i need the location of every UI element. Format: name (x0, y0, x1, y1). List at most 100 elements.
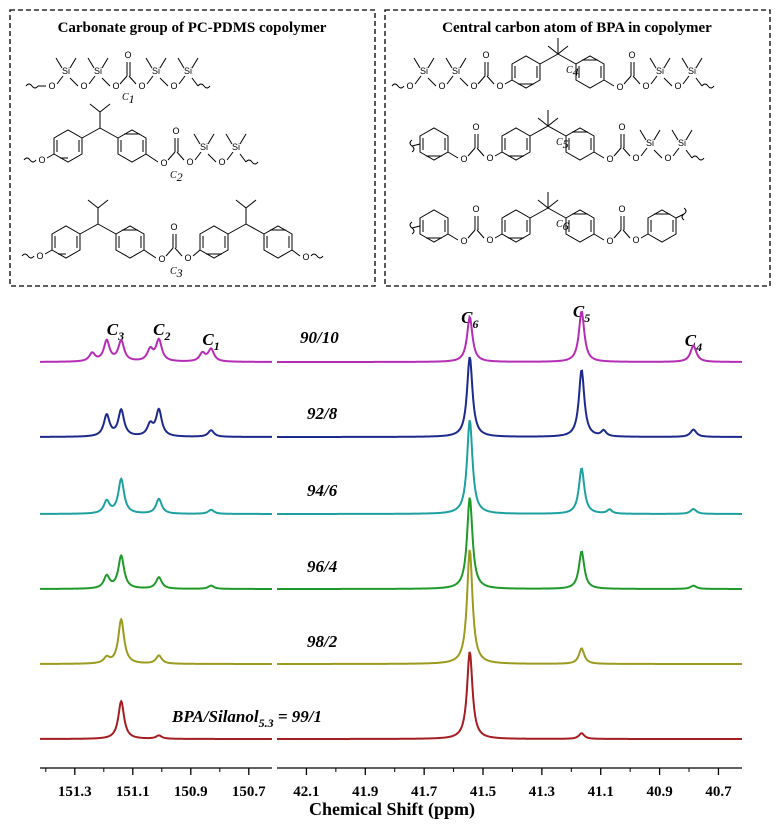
svg-text:O: O (664, 153, 671, 163)
structure-c6: O O O O O O C6 (409, 192, 687, 246)
svg-text:O: O (632, 235, 639, 245)
spectrum-1 (40, 356, 742, 438)
svg-text:O: O (138, 81, 145, 91)
svg-text:O: O (406, 81, 413, 91)
structure-c3: O O O O O C3 (21, 199, 324, 280)
tick-label-1-5: 41.1 (588, 784, 614, 800)
c2-label: C2 (170, 170, 183, 184)
peak-label-C2: C2 (153, 320, 170, 343)
svg-text:O: O (172, 126, 179, 136)
svg-text:Si: Si (678, 138, 686, 148)
peak-label-C4: C4 (685, 331, 702, 354)
tick-label-1-1: 41.9 (352, 784, 378, 800)
tick-label-1-6: 40.9 (646, 784, 672, 800)
tick-label-1-0: 42.1 (293, 784, 319, 800)
ratio-label-3: 96/4 (307, 557, 337, 576)
svg-text:O: O (472, 204, 479, 214)
spectrum-1-panel-1-line (277, 356, 742, 438)
svg-text:O: O (606, 154, 613, 164)
svg-text:O: O (460, 154, 467, 164)
structure-c1: O Si O Si O O O Si O Si C1 (25, 50, 211, 106)
svg-text:O: O (674, 81, 681, 91)
spectrum-2 (40, 419, 742, 515)
structure-c4: O Si O Si O O O O (391, 38, 715, 92)
tick-label-1-7: 40.7 (705, 784, 732, 800)
spectrum-0-panel-0-line (40, 337, 272, 363)
spectrum-5-panel-1-line (277, 651, 742, 740)
svg-text:Si: Si (152, 66, 160, 76)
c1-label: C1 (122, 92, 135, 106)
svg-text:O: O (618, 204, 625, 214)
ratio-labels: 90/10 92/8 94/6 96/4 98/2 BPA/Silanol5.3 = 99… (171, 328, 339, 730)
spectrum-0 (40, 310, 743, 363)
svg-text:Si: Si (656, 66, 664, 76)
ratio-label-4: 98/2 (307, 632, 338, 651)
svg-text:Si: Si (184, 66, 192, 76)
spectrum-4-panel-1-line (277, 549, 742, 665)
ratio-label-2: 94/6 (307, 481, 338, 500)
right-structure-box: Central carbon atom of BPA in copolymer … (384, 9, 771, 287)
nmr-spectra (39, 310, 743, 740)
svg-text:O: O (616, 82, 623, 92)
tick-label-0-0: 151.3 (58, 784, 92, 800)
ratio-label-5: BPA/Silanol5.3 = 99/1 (171, 707, 322, 730)
svg-text:Si: Si (646, 138, 654, 148)
spectrum-3 (39, 497, 742, 590)
tick-label-0-2: 150.9 (174, 784, 208, 800)
structure-c2: O O O O Si O Si C2 (23, 103, 259, 184)
tick-label-1-2: 41.7 (411, 784, 438, 800)
spectrum-4 (40, 549, 742, 665)
svg-text:O: O (124, 50, 131, 60)
spectrum-1-panel-0-line (40, 407, 272, 438)
svg-text:O: O (632, 153, 639, 163)
left-box-title: Carbonate group of PC-PDMS copolymer (58, 20, 327, 36)
peak-label-C3: C3 (107, 320, 124, 343)
svg-text:O: O (218, 157, 225, 167)
svg-text:O: O (48, 81, 55, 91)
svg-text:O: O (158, 254, 165, 264)
svg-text:O: O (170, 81, 177, 91)
c5-label: C5 (556, 137, 569, 151)
svg-text:O: O (186, 157, 193, 167)
svg-text:O: O (628, 50, 635, 60)
svg-text:O: O (184, 253, 191, 263)
spectrum-3-panel-1-line (277, 497, 742, 590)
svg-text:Si: Si (452, 66, 460, 76)
svg-text:O: O (618, 122, 625, 132)
ratio-label-0: 90/10 (300, 328, 339, 347)
spectrum-0-panel-1-line (277, 310, 743, 363)
svg-text:Si: Si (420, 66, 428, 76)
svg-text:O: O (112, 81, 119, 91)
ratio-label-1: 92/8 (307, 404, 338, 423)
svg-text:O: O (80, 81, 87, 91)
svg-text:O: O (606, 236, 613, 246)
tick-labels: 151.3 151.1 150.9 150.7 42.1 41.9 41.7 41.5 41.3… (58, 784, 732, 800)
tick-label-1-3: 41.5 (470, 784, 496, 800)
svg-text:O: O (170, 222, 177, 232)
tick-label-0-1: 151.1 (116, 784, 150, 800)
spectrum-4-panel-0-line (40, 617, 272, 665)
x-axis-title: Chemical Shift (ppm) (309, 799, 475, 820)
structure-c5: O O O O O O Si O Si (409, 110, 705, 164)
peak-label-C1: C1 (202, 330, 219, 353)
svg-text:O: O (482, 50, 489, 60)
svg-text:O: O (460, 236, 467, 246)
tick-marks (45, 768, 720, 775)
svg-text:O: O (160, 158, 167, 168)
svg-text:O: O (36, 251, 43, 261)
svg-text:Si: Si (94, 66, 102, 76)
tick-label-0-3: 150.7 (232, 784, 266, 800)
svg-text:O: O (642, 81, 649, 91)
left-structure-box: Carbonate group of PC-PDMS copolymer O S… (9, 9, 376, 287)
svg-text:Si: Si (200, 142, 208, 152)
svg-text:O: O (486, 153, 493, 163)
c3-label: C3 (170, 266, 183, 280)
svg-text:O: O (302, 252, 309, 262)
spectrum-5-panel-0-line (40, 699, 272, 740)
c4-label: C4 (566, 65, 579, 79)
svg-text:O: O (486, 235, 493, 245)
tick-label-1-4: 41.3 (529, 784, 555, 800)
svg-text:O: O (438, 81, 445, 91)
